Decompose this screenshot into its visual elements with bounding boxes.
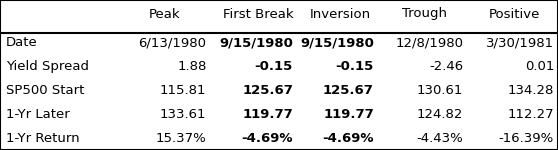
Text: First Break: First Break (223, 8, 294, 21)
Text: 3/30/1981: 3/30/1981 (486, 36, 554, 49)
Text: 125.67: 125.67 (323, 84, 374, 97)
Text: -2.46: -2.46 (429, 60, 463, 73)
Text: 115.81: 115.81 (160, 84, 206, 97)
Text: Positive: Positive (488, 8, 540, 21)
Text: 9/15/1980: 9/15/1980 (219, 36, 293, 49)
Text: 133.61: 133.61 (160, 108, 206, 121)
Text: -16.39%: -16.39% (499, 132, 554, 145)
Text: 119.77: 119.77 (242, 108, 293, 121)
Text: 1-Yr Later: 1-Yr Later (6, 108, 69, 121)
Text: 134.28: 134.28 (508, 84, 554, 97)
Text: -4.69%: -4.69% (242, 132, 293, 145)
Text: Date: Date (6, 36, 37, 49)
Text: 1-Yr Return: 1-Yr Return (6, 132, 79, 145)
Text: 12/8/1980: 12/8/1980 (395, 36, 463, 49)
Text: 130.61: 130.61 (417, 84, 463, 97)
Text: 124.82: 124.82 (417, 108, 463, 121)
Text: 112.27: 112.27 (507, 108, 554, 121)
Text: -4.69%: -4.69% (323, 132, 374, 145)
Text: 1.88: 1.88 (177, 60, 206, 73)
Text: 119.77: 119.77 (323, 108, 374, 121)
Text: 9/15/1980: 9/15/1980 (300, 36, 374, 49)
Text: 15.37%: 15.37% (156, 132, 206, 145)
Text: Inversion: Inversion (310, 8, 371, 21)
Text: Trough: Trough (402, 8, 446, 21)
Text: SP500 Start: SP500 Start (6, 84, 84, 97)
Text: 125.67: 125.67 (242, 84, 293, 97)
Text: Yield Spread: Yield Spread (6, 60, 89, 73)
Text: -0.15: -0.15 (335, 60, 374, 73)
Text: -4.43%: -4.43% (416, 132, 463, 145)
Text: 0.01: 0.01 (525, 60, 554, 73)
Text: 6/13/1980: 6/13/1980 (138, 36, 206, 49)
Text: -0.15: -0.15 (254, 60, 293, 73)
Text: Peak: Peak (149, 8, 180, 21)
